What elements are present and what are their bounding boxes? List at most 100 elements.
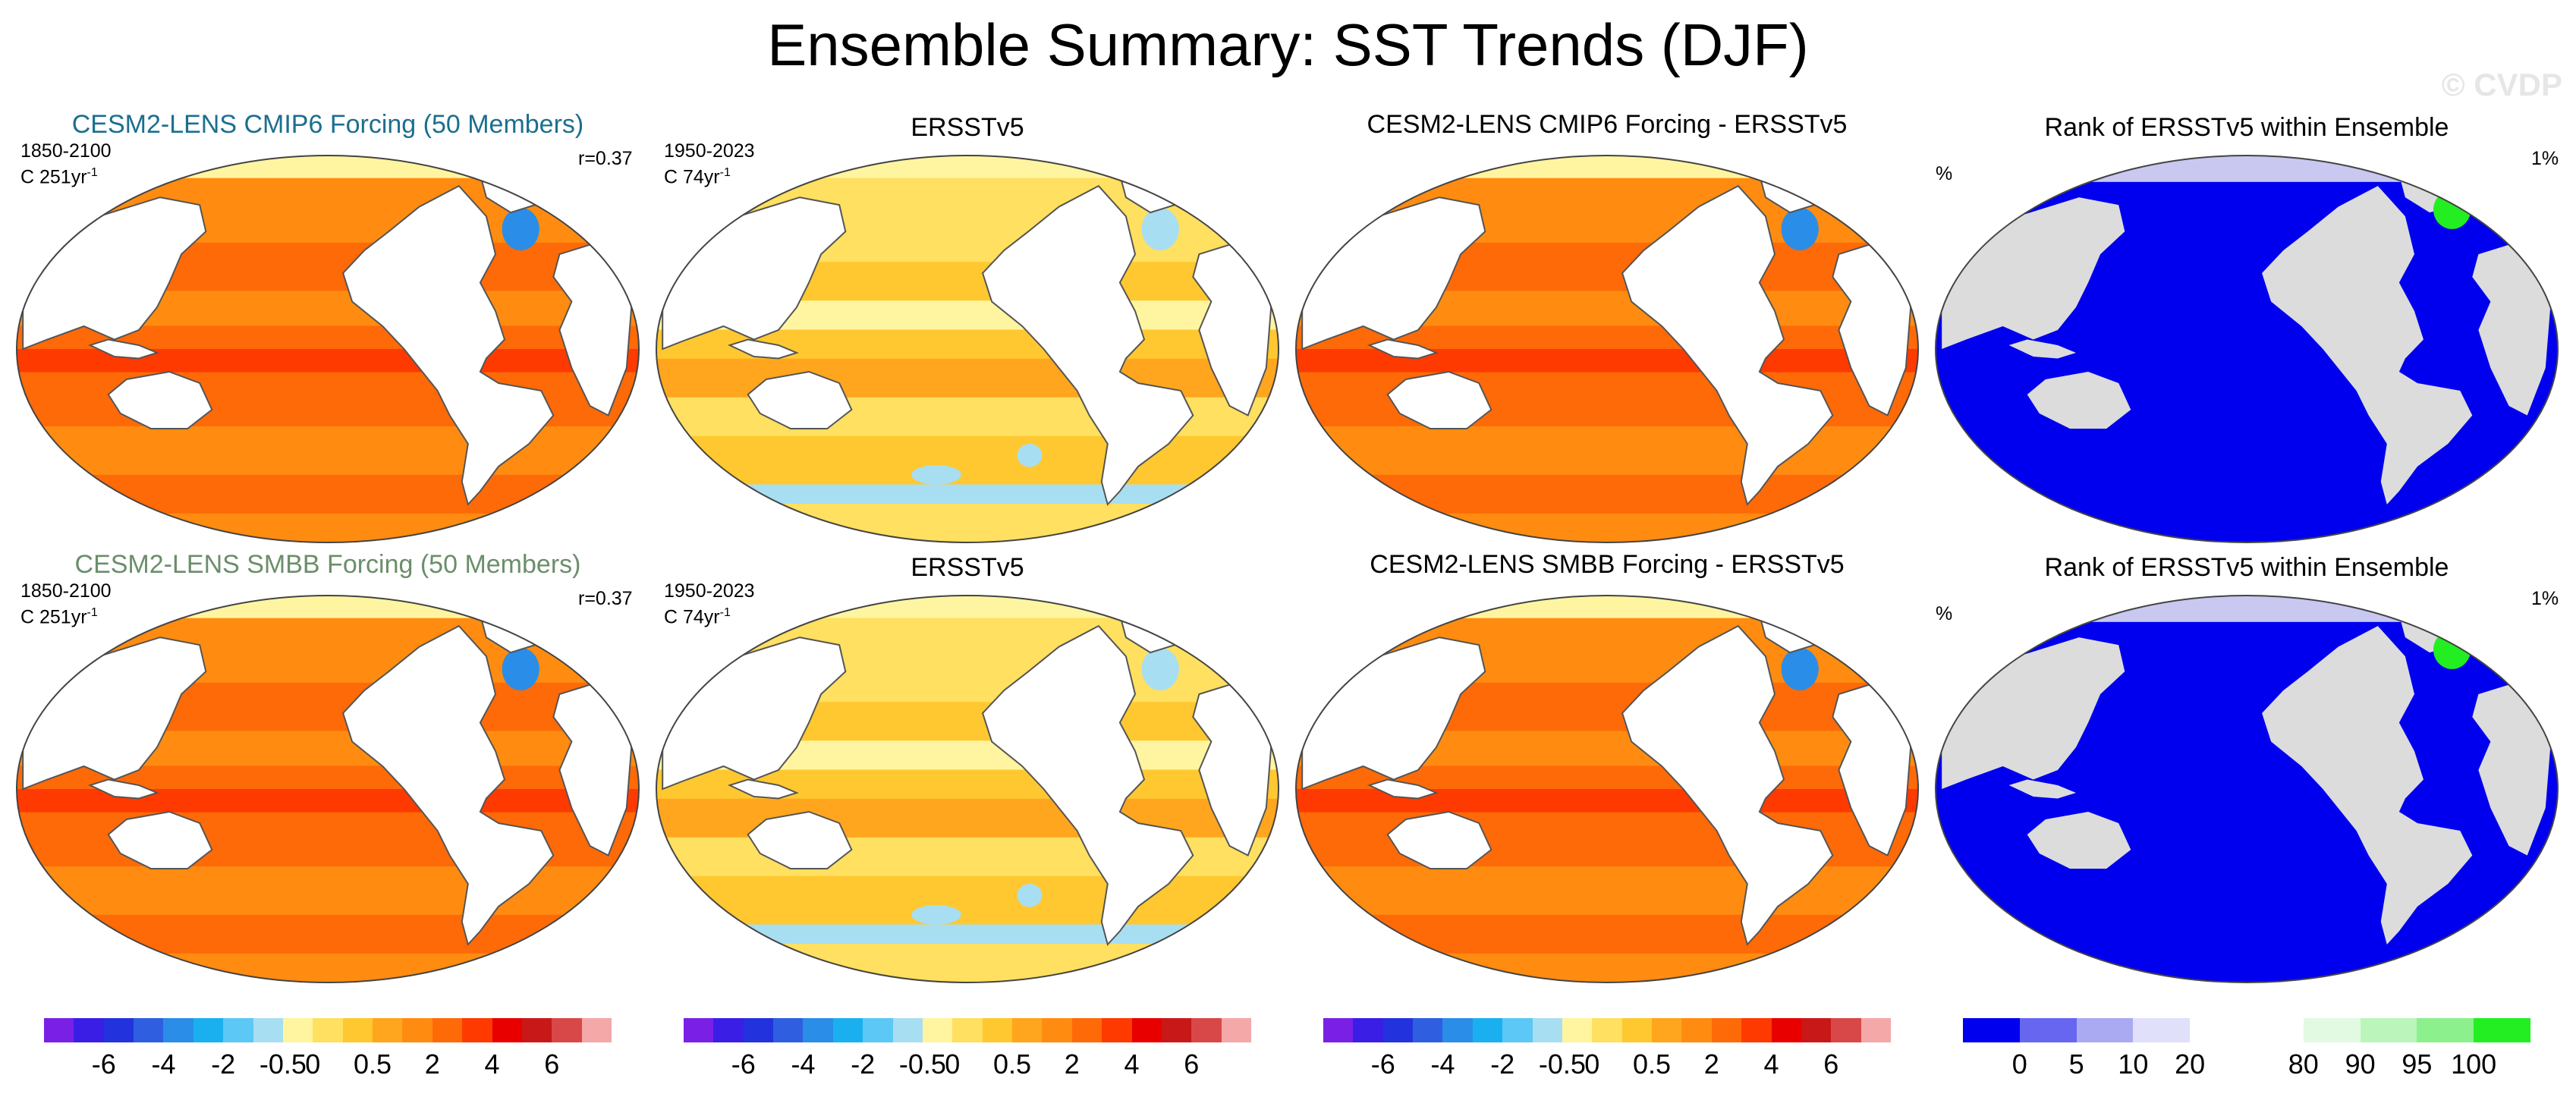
land-australia	[107, 370, 213, 429]
cold-anomaly	[1141, 647, 1179, 690]
units-text: C 74yr	[664, 606, 720, 628]
sst-band	[656, 944, 1279, 982]
trend-colorbar-swatch	[1860, 1018, 1892, 1042]
land-maritime	[1367, 338, 1439, 360]
trend-colorbar-swatch	[832, 1018, 863, 1042]
sst-band	[17, 914, 639, 954]
land-asia	[22, 196, 207, 351]
trend-colorbar-swatch	[713, 1018, 744, 1042]
sst-band	[656, 484, 1279, 505]
land-maritime	[87, 778, 159, 800]
rank-colorbar-swatch	[2247, 1018, 2304, 1042]
trend-colorbar-label: -2	[1490, 1048, 1515, 1080]
land-maritime	[2008, 779, 2076, 799]
trend-colorbar-swatch	[1472, 1018, 1503, 1042]
trend-colorbar-swatch	[103, 1018, 134, 1042]
land-maritime	[727, 338, 799, 360]
sst-band	[656, 924, 1279, 945]
land-americas	[1621, 184, 1834, 506]
trend-colorbar-swatch	[282, 1018, 313, 1042]
land-australia	[2027, 812, 2131, 869]
land-asia	[1942, 197, 2125, 349]
trend-colorbar-label: 2	[1703, 1048, 1719, 1080]
trend-colorbar-swatch	[1592, 1018, 1623, 1042]
trend-colorbar-label: -4	[1430, 1048, 1455, 1080]
units-exponent: -1	[719, 166, 731, 179]
trend-colorbar-swatch	[1191, 1018, 1222, 1042]
rank-colorbar-label: 5	[2068, 1048, 2084, 1080]
land-americas	[981, 184, 1194, 506]
units-text: C 74yr	[664, 166, 720, 188]
trend-colorbar-label: 4	[1763, 1048, 1779, 1080]
rank-colorbar-swatch	[2133, 1018, 2191, 1042]
rank-right-label: 1%	[2531, 588, 2559, 609]
period-label: 1850-2100	[20, 580, 112, 602]
map-diff-row1	[1294, 155, 1920, 543]
map-frame	[1294, 595, 1920, 983]
sst-band	[656, 798, 1279, 838]
rank-colorbar-swatch	[1963, 1018, 2021, 1042]
trend-colorbar-swatch	[462, 1018, 493, 1042]
trend-colorbar-swatch	[1382, 1018, 1414, 1042]
trend-colorbar-swatch	[74, 1018, 105, 1042]
map-rank-row2	[1934, 595, 2559, 983]
land-americas	[341, 184, 555, 506]
trend-colorbar-swatch	[982, 1018, 1013, 1042]
trend-colorbar-swatch	[1562, 1018, 1593, 1042]
map-frame	[15, 595, 640, 983]
rank-colorbar-label: 95	[2401, 1048, 2433, 1080]
map-obs-row1	[655, 155, 1280, 543]
trend-colorbar-swatch	[44, 1018, 74, 1042]
cold-anomaly	[1017, 443, 1043, 467]
sst-band	[656, 358, 1279, 398]
trend-colorbar-swatch	[922, 1018, 953, 1042]
cold-anomaly	[1781, 207, 1819, 250]
trend-colorbar-label: -0.5	[1538, 1048, 1586, 1080]
trend-colorbar-label: -4	[791, 1048, 816, 1080]
trend-colorbar-label: 0.5	[354, 1048, 392, 1080]
rank-colorbar-swatch	[2474, 1018, 2531, 1042]
difference-panel-title: CESM2-LENS SMBB Forcing - ERSSTv5	[1370, 550, 1845, 579]
land-australia	[747, 370, 853, 429]
trend-colorbar-swatch	[1042, 1018, 1073, 1042]
land-asia	[1942, 637, 2125, 789]
rank-colorbar-swatch	[2019, 1018, 2077, 1042]
trend-colorbar-swatch	[1711, 1018, 1742, 1042]
cold-anomaly	[911, 905, 961, 925]
trend-colorbar-label: -6	[1370, 1048, 1395, 1080]
sst-band	[17, 474, 639, 514]
ensemble-panel-title: CESM2-LENS CMIP6 Forcing (50 Members)	[71, 110, 584, 139]
rank-left-label: %	[1936, 603, 1953, 624]
units-exponent: -1	[719, 606, 731, 619]
trend-colorbar-swatch	[1221, 1018, 1252, 1042]
period-label: 1950-2023	[664, 580, 755, 602]
land-maritime	[2008, 339, 2076, 359]
land-europeafrica	[2472, 244, 2552, 416]
trend-colorbar-label: 2	[424, 1048, 440, 1080]
trend-colorbar-swatch	[743, 1018, 774, 1042]
trend-colorbar-label: -6	[91, 1048, 116, 1080]
trend-colorbar-swatch	[581, 1018, 612, 1042]
land-australia	[1386, 370, 1492, 429]
cold-anomaly	[1017, 883, 1043, 907]
map-frame	[655, 595, 1280, 983]
land-maritime	[727, 778, 799, 800]
rank-colorbar-swatch	[2417, 1018, 2474, 1042]
trend-colorbar-label: -2	[851, 1048, 876, 1080]
trend-colorbar-swatch	[1741, 1018, 1772, 1042]
trend-colorbar-swatch	[1442, 1018, 1474, 1042]
trend-colorbar-swatch	[1652, 1018, 1682, 1042]
trend-colorbar-label: 0	[1584, 1048, 1600, 1080]
land-australia	[107, 810, 213, 869]
obs-panel-title: ERSSTv5	[911, 113, 1024, 142]
land-asia	[662, 637, 847, 791]
rank-colorbar-label: 0	[2011, 1048, 2027, 1080]
trend-colorbar-swatch	[1771, 1018, 1802, 1042]
units-label: C 74yr-1	[664, 602, 731, 628]
trend-colorbar-swatch	[402, 1018, 433, 1042]
trend-colorbar-label: 4	[1124, 1048, 1140, 1080]
trend-colorbar-swatch	[773, 1018, 804, 1042]
map-ensemble-row2	[15, 595, 640, 983]
trend-colorbar-label: 6	[1184, 1048, 1200, 1080]
trend-colorbar-swatch	[134, 1018, 164, 1042]
